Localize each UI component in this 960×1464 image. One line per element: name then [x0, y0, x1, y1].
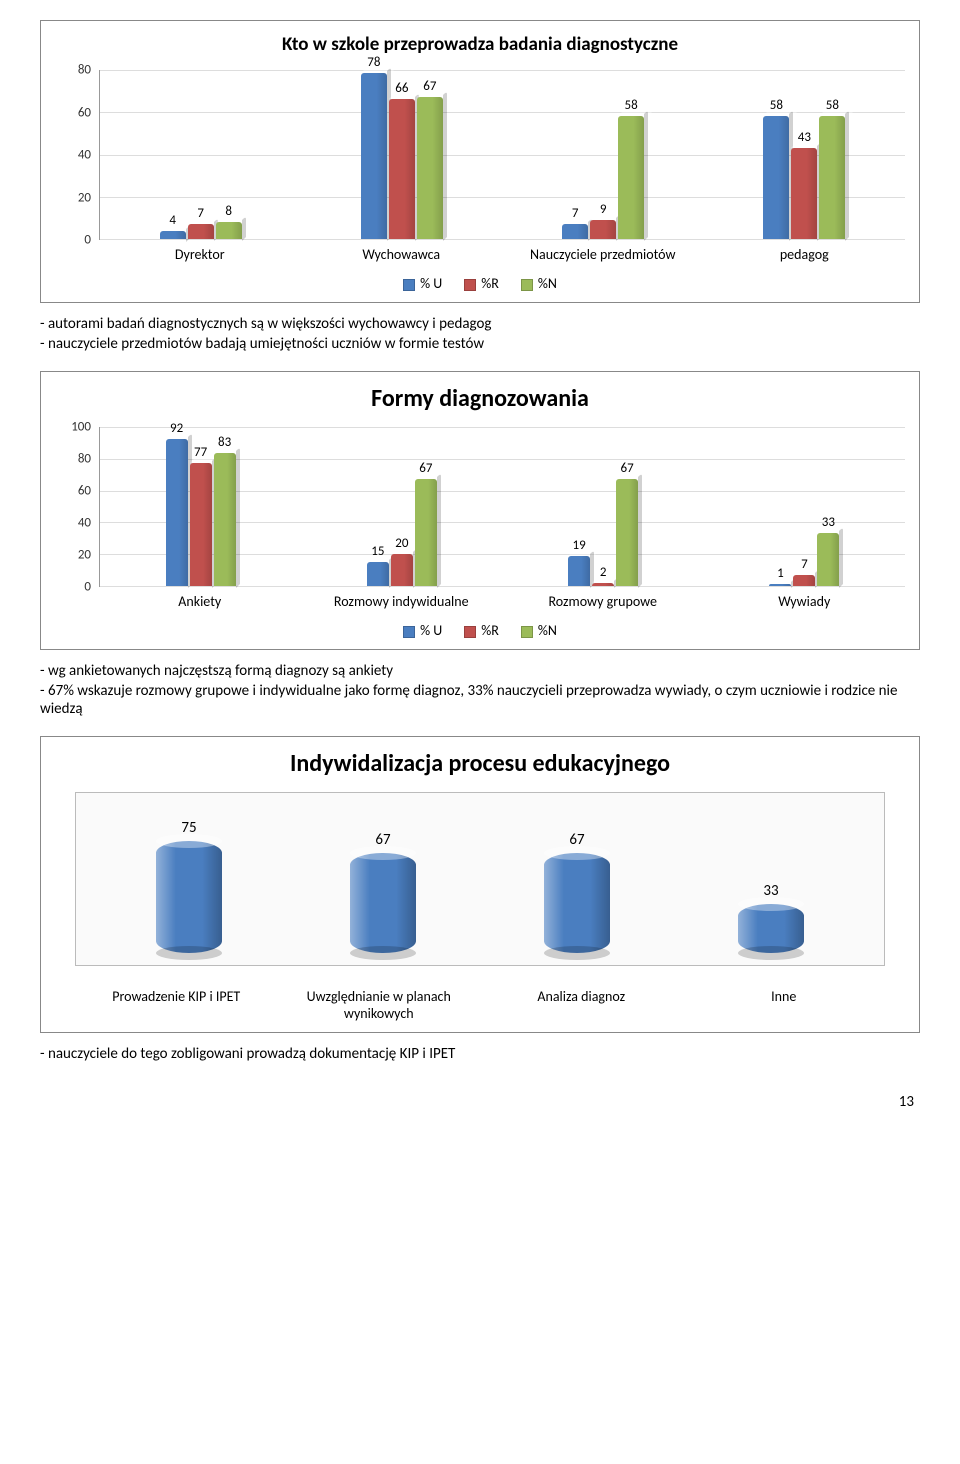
x-category-label: Prowadzenie KIP i IPET [75, 988, 278, 1022]
legend-swatch [521, 626, 533, 638]
bullets-1: - autorami badań diagnostycznych są w wi… [40, 315, 920, 353]
bar [389, 99, 415, 239]
bar [417, 97, 443, 239]
bar [367, 562, 389, 586]
bar [618, 116, 644, 239]
chart-3-plot: 75676733Prowadzenie KIP i IPETUwzględnia… [55, 792, 905, 1022]
cylinder-bar [738, 904, 804, 954]
bar [590, 220, 616, 239]
bar [160, 231, 186, 240]
bar [791, 148, 817, 239]
y-tick: 40 [78, 148, 91, 163]
x-category-label: Analiza diagnoz [480, 988, 683, 1022]
chart-3: Indywidalizacja procesu edukacyjnego 756… [40, 736, 920, 1033]
bar [769, 584, 791, 586]
cylinder-bar [544, 853, 610, 954]
bar [391, 554, 413, 586]
legend-swatch [403, 279, 415, 291]
y-tick: 60 [78, 105, 91, 120]
bar [763, 116, 789, 239]
chart-2-plot: 020406080100927783152067192671733 [55, 427, 905, 587]
y-tick: 20 [78, 190, 91, 205]
legend-item: %R [464, 622, 499, 639]
bar [616, 479, 638, 586]
bullet-text: - nauczyciele do tego zobligowani prowad… [40, 1045, 920, 1063]
chart-2: Formy diagnozowania 02040608010092778315… [40, 371, 920, 650]
legend-swatch [464, 626, 476, 638]
legend-swatch [521, 279, 533, 291]
y-tick: 40 [78, 516, 91, 531]
x-category-label: Wychowawca [301, 246, 503, 263]
bullets-2: - wg ankietowanych najczęstszą formą dia… [40, 662, 920, 718]
bar [568, 556, 590, 586]
bullet-text: - autorami badań diagnostycznych są w wi… [40, 315, 920, 333]
y-tick: 100 [71, 420, 91, 435]
y-tick: 0 [84, 233, 91, 248]
x-category-label: Inne [683, 988, 886, 1022]
legend-item: %N [521, 275, 557, 292]
bar [592, 583, 614, 586]
cylinder-bar [350, 853, 416, 954]
bar [819, 116, 845, 239]
x-category-label: Wywiady [704, 593, 906, 610]
chart-1-legend: % U %R %N [55, 275, 905, 292]
x-category-label: Dyrektor [99, 246, 301, 263]
chart-1-title: Kto w szkole przeprowadza badania diagno… [55, 33, 905, 56]
bullets-3: - nauczyciele do tego zobligowani prowad… [40, 1045, 920, 1063]
y-tick: 20 [78, 548, 91, 563]
legend-item: %N [521, 622, 557, 639]
bullet-text: - 67% wskazuje rozmowy grupowe i indywid… [40, 682, 920, 718]
chart-1-plot: 0204060804787866677958584358 [55, 70, 905, 240]
legend-item: % U [403, 622, 442, 639]
legend-item: % U [403, 275, 442, 292]
bar [166, 439, 188, 586]
legend-item: %R [464, 275, 499, 292]
x-category-label: pedagog [704, 246, 906, 263]
bullet-text: - nauczyciele przedmiotów badają umiejęt… [40, 335, 920, 353]
y-tick: 60 [78, 484, 91, 499]
chart-1: Kto w szkole przeprowadza badania diagno… [40, 20, 920, 303]
x-category-label: Rozmowy grupowe [502, 593, 704, 610]
bar [361, 73, 387, 239]
bar [190, 463, 212, 586]
page-number: 13 [40, 1093, 920, 1111]
bar [188, 224, 214, 239]
y-tick: 80 [78, 452, 91, 467]
x-category-label: Ankiety [99, 593, 301, 610]
bar [415, 479, 437, 586]
bar [214, 453, 236, 586]
chart-3-title: Indywidalizacja procesu edukacyjnego [55, 749, 905, 778]
y-tick: 80 [78, 63, 91, 78]
x-category-label: Uwzględnianie w planach wynikowych [278, 988, 481, 1022]
x-category-label: Rozmowy indywidualne [301, 593, 503, 610]
legend-swatch [464, 279, 476, 291]
bar [817, 533, 839, 586]
x-category-label: Nauczyciele przedmiotów [502, 246, 704, 263]
bar [793, 575, 815, 586]
bar [216, 222, 242, 239]
bullet-text: - wg ankietowanych najczęstszą formą dia… [40, 662, 920, 680]
legend-swatch [403, 626, 415, 638]
bar [562, 224, 588, 239]
cylinder-bar [156, 841, 222, 954]
chart-2-legend: % U %R %N [55, 622, 905, 639]
chart-2-title: Formy diagnozowania [55, 384, 905, 413]
y-tick: 0 [84, 580, 91, 595]
